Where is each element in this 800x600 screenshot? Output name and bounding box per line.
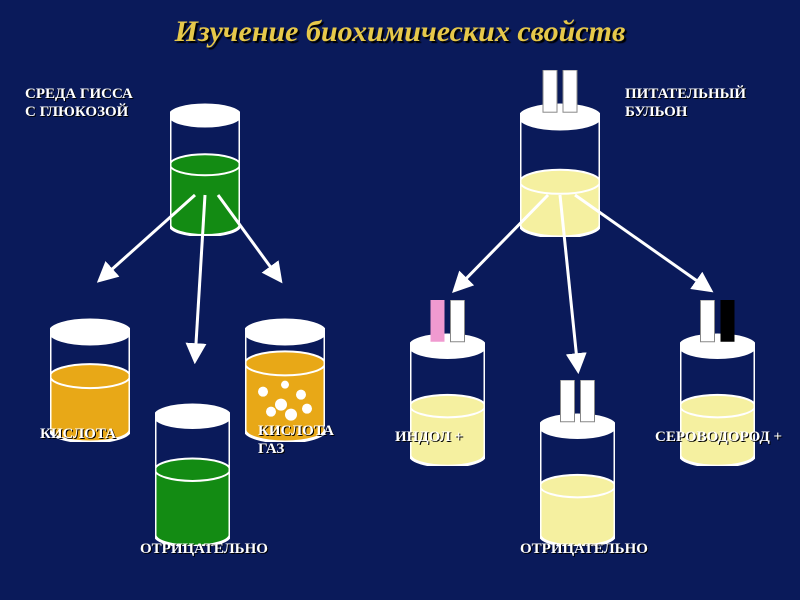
label-negative-2: ОТРИЦАТЕЛЬНО [520, 540, 648, 558]
vessel-acid [50, 285, 130, 442]
vessel-hissGlucose [170, 70, 240, 236]
label-acid: КИСЛОТА [40, 425, 116, 443]
label-acid-gas: КИСЛОТА ГАЗ [258, 422, 334, 458]
label-negative-1: ОТРИЦАТЕЛЬНО [140, 540, 268, 558]
label-hiss-glucose: СРЕДА ГИССА С ГЛЮКОЗОЙ [25, 85, 133, 121]
page-title: Изучение биохимических свойств [0, 15, 800, 49]
vessel-negative1 [155, 370, 230, 546]
vessel-acidGas [245, 285, 325, 442]
label-indole: ИНДОЛ + [395, 428, 463, 446]
label-broth: ПИТАТЕЛЬНЫЙ БУЛЬОН [625, 85, 746, 121]
vessel-broth [520, 70, 600, 237]
label-h2s: СЕРОВОДОРОД + [655, 428, 782, 446]
vessel-negative2 [540, 380, 615, 546]
